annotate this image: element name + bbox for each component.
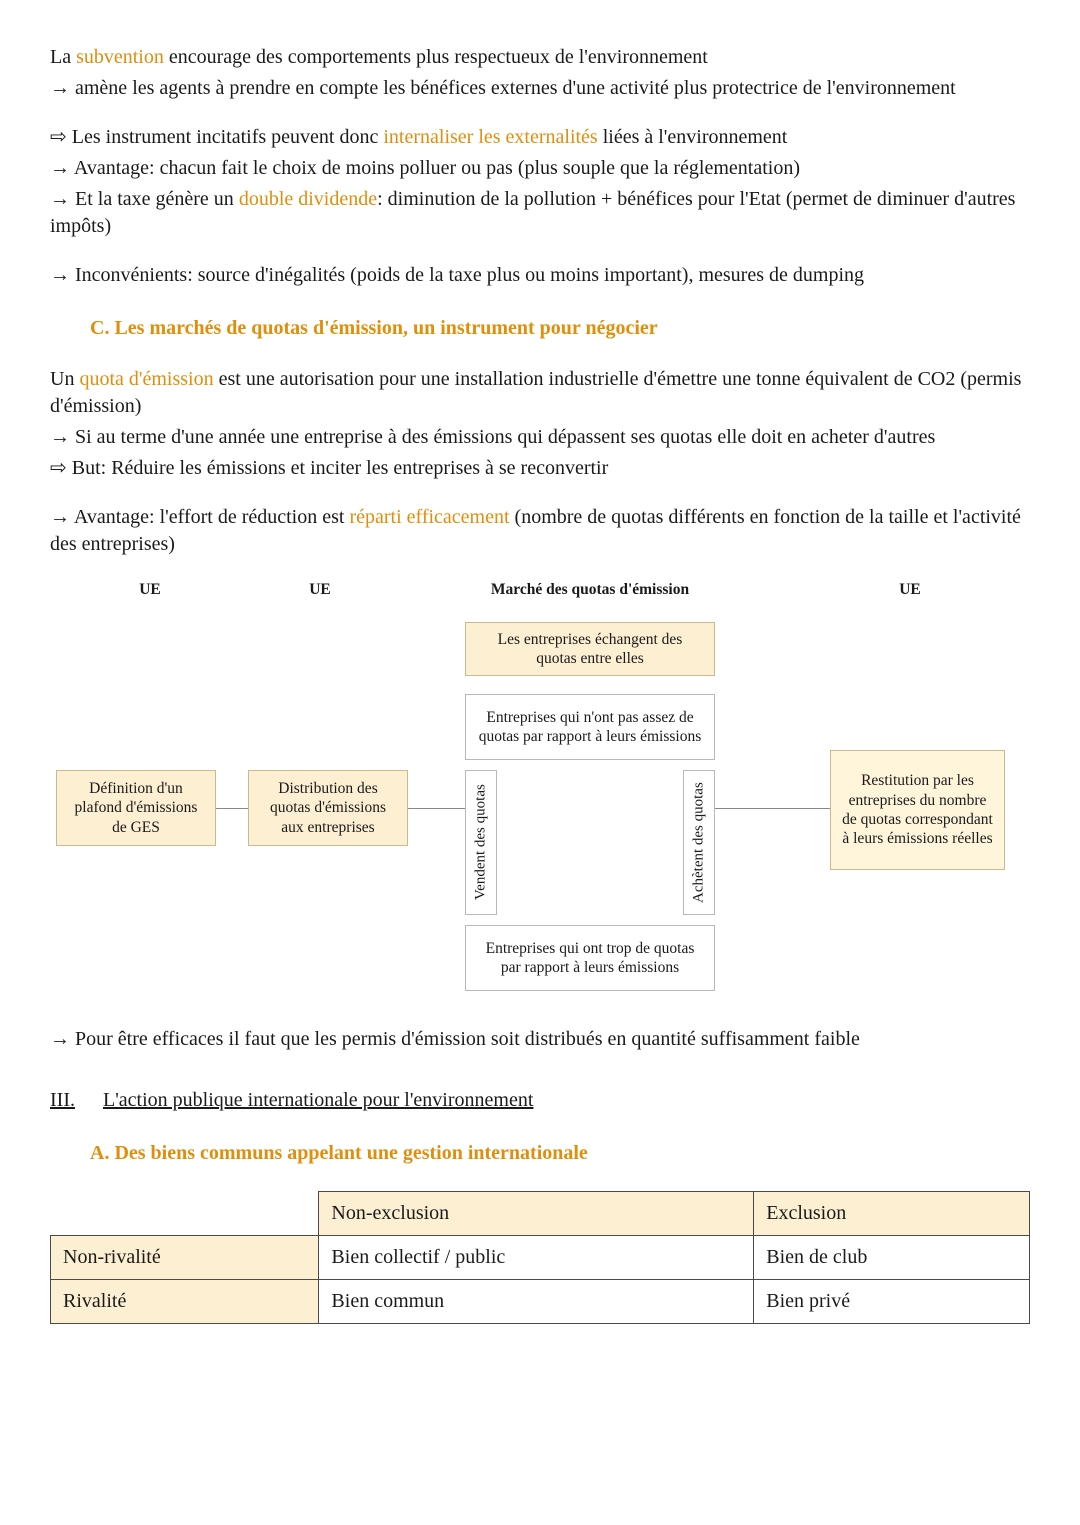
connector (715, 808, 830, 809)
intro-line-1: La subvention encourage des comportement… (50, 44, 1030, 71)
chapter-title: L'action publique internationale pour l'… (103, 1087, 533, 1114)
diagram-label-ue2: UE (290, 580, 350, 599)
text: Entreprises qui n'ont pas assez de quota… (476, 708, 704, 747)
section-a-heading: A. Des biens communs appelant une gestio… (90, 1140, 1030, 1167)
row-rivalite: Rivalité (51, 1280, 319, 1324)
diagram-box-plafond: Définition d'un plafond d'émissions de G… (56, 770, 216, 846)
avantage-line: Avantage: l'effort de réduction est répa… (50, 504, 1030, 558)
quota-line-1: Un quota d'émission est une autorisation… (50, 366, 1030, 420)
diagram-label-ue3: UE (880, 580, 940, 599)
cell: Bien de club (754, 1236, 1030, 1280)
text: Achètent des quotas (690, 782, 709, 903)
highlight-double-dividende: double dividende (239, 188, 377, 210)
cell: Bien commun (319, 1280, 754, 1324)
incitatifs-block: Les instrument incitatifs peuvent donc i… (50, 124, 1030, 240)
diagram-box-pasassez: Entreprises qui n'ont pas assez de quota… (465, 694, 715, 760)
text: But: Réduire les émissions et inciter le… (72, 457, 609, 479)
diagram-box-trop: Entreprises qui ont trop de quotas par r… (465, 925, 715, 991)
text: Avantage: chacun fait le choix de moins … (74, 157, 800, 179)
incitatifs-line-2: Avantage: chacun fait le choix de moins … (50, 155, 1030, 182)
diagram-box-achetent: Achètent des quotas (683, 770, 715, 915)
text: encourage des comportements plus respect… (164, 46, 708, 68)
text: Inconvénients: source d'inégalités (poid… (75, 264, 864, 286)
intro-block: La subvention encourage des comportement… (50, 44, 1030, 102)
text: Les entreprises échangent des quotas ent… (476, 630, 704, 669)
connector (408, 808, 465, 809)
incitatifs-line-1: Les instrument incitatifs peuvent donc i… (50, 124, 1030, 151)
text: Un (50, 368, 79, 390)
intro-line-2: amène les agents à prendre en compte les… (50, 75, 1030, 102)
goods-table: Non-exclusion Exclusion Non-rivalité Bie… (50, 1191, 1030, 1324)
text: Vendent des quotas (472, 785, 491, 901)
text: Pour être efficaces il faut que les perm… (75, 1028, 860, 1050)
inconvenients-line: Inconvénients: source d'inégalités (poid… (50, 262, 1030, 289)
diagram-box-distribution: Distribution des quotas d'émissions aux … (248, 770, 408, 846)
highlight-subvention: subvention (76, 46, 164, 68)
text: amène les agents à prendre en compte les… (75, 77, 956, 99)
text: Distribution des quotas d'émissions aux … (259, 779, 397, 837)
table-row: Rivalité Bien commun Bien privé (51, 1280, 1030, 1324)
table-header-row: Non-exclusion Exclusion (51, 1192, 1030, 1236)
diagram-label-center: Marché des quotas d'émission (450, 580, 730, 599)
after-diagram-line: Pour être efficaces il faut que les perm… (50, 1026, 1030, 1053)
col-nonexclusion: Non-exclusion (319, 1192, 754, 1236)
section-c-heading: C. Les marchés de quotas d'émission, un … (90, 315, 1030, 342)
text: Restitution par les entreprises du nombr… (841, 771, 994, 849)
diagram-box-restitution: Restitution par les entreprises du nombr… (830, 750, 1005, 870)
cell: Bien collectif / public (319, 1236, 754, 1280)
after-diagram-block: Pour être efficaces il faut que les perm… (50, 1026, 1030, 1053)
inconvenients-block: Inconvénients: source d'inégalités (poid… (50, 262, 1030, 289)
chapter-3-heading: III. L'action publique internationale po… (50, 1087, 1030, 1114)
text: Si au terme d'une année une entreprise à… (75, 426, 935, 448)
quota-line-2: Si au terme d'une année une entreprise à… (50, 424, 1030, 451)
text: La (50, 46, 76, 68)
cell: Bien privé (754, 1280, 1030, 1324)
diagram-box-echange: Les entreprises échangent des quotas ent… (465, 622, 715, 676)
text: Les instrument incitatifs peuvent donc (72, 126, 384, 148)
quota-line-3: But: Réduire les émissions et inciter le… (50, 455, 1030, 482)
highlight-reparti: réparti efficacement (349, 506, 509, 528)
text: Définition d'un plafond d'émissions de G… (67, 779, 205, 837)
chapter-number: III. (50, 1087, 75, 1114)
avantage-block: Avantage: l'effort de réduction est répa… (50, 504, 1030, 558)
diagram-box-vendent: Vendent des quotas (465, 770, 497, 915)
highlight-internaliser: internaliser les externalités (383, 126, 597, 148)
row-nonrivalite: Non-rivalité (51, 1236, 319, 1280)
table-row: Non-rivalité Bien collectif / public Bie… (51, 1236, 1030, 1280)
quota-market-diagram: UE UE Marché des quotas d'émission UE Dé… (50, 580, 1030, 1010)
text: Et la taxe génère un (75, 188, 239, 210)
connector (216, 808, 248, 809)
text: Avantage: l'effort de réduction est (74, 506, 350, 528)
highlight-quota: quota d'émission (79, 368, 213, 390)
text: Entreprises qui ont trop de quotas par r… (476, 939, 704, 978)
quota-block: Un quota d'émission est une autorisation… (50, 366, 1030, 482)
text: liées à l'environnement (598, 126, 788, 148)
col-exclusion: Exclusion (754, 1192, 1030, 1236)
table-corner (51, 1192, 319, 1236)
diagram-label-ue1: UE (120, 580, 180, 599)
incitatifs-line-3: Et la taxe génère un double dividende: d… (50, 186, 1030, 240)
